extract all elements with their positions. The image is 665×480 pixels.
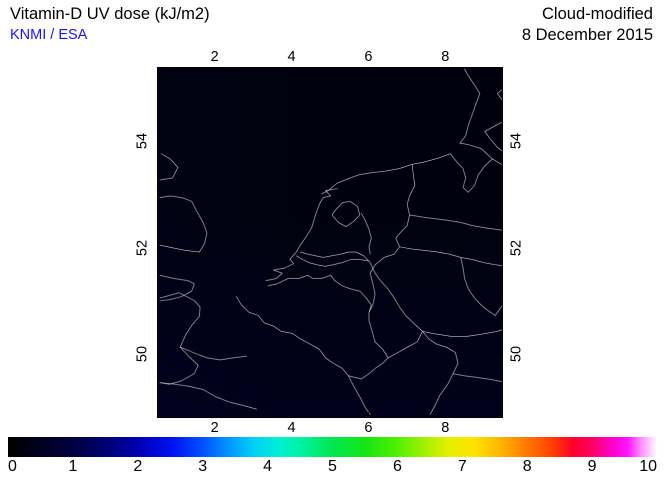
date-label: 8 December 2015 (521, 26, 653, 44)
lat-tick-left (157, 140, 163, 143)
colorbar-tick-labels: 0 1 2 3 4 5 6 7 8 9 10 (8, 458, 657, 478)
colorbar-tick-label: 6 (392, 458, 402, 475)
lon-tick-bottom (213, 412, 216, 418)
header-left-block: Vitamin-D UV dose (kJ/m2) KNMI / ESA (10, 4, 340, 45)
colorbar-tick-label: 9 (587, 458, 597, 475)
lon-tick-bottom (444, 412, 447, 418)
lat-label-right: 50 (508, 346, 525, 363)
lat-tick-left (157, 247, 163, 249)
lon-label-top: 6 (364, 49, 373, 65)
map-plot-area[interactable] (157, 67, 503, 418)
lat-label-left: 52 (134, 239, 151, 256)
colorbar-tick-label: 5 (328, 458, 337, 475)
lon-label-top: 8 (441, 49, 450, 65)
lon-tick-top (213, 67, 216, 73)
lat-label-left: 50 (134, 346, 151, 363)
lat-label-right: 52 (508, 239, 525, 256)
lat-tick-left (157, 353, 163, 355)
lon-label-top: 4 (287, 49, 296, 65)
condition-label: Cloud-modified (542, 5, 653, 23)
lon-tick-top (444, 67, 447, 73)
lon-label-bottom: 8 (441, 420, 450, 436)
colorbar-tick-label: 0 (8, 458, 17, 475)
colorbar-gradient (8, 437, 657, 457)
lon-label-bottom: 4 (287, 420, 296, 436)
colorbar-tick-label: 3 (198, 458, 208, 475)
lon-tick-top (290, 67, 293, 73)
lat-tick-right (497, 353, 503, 355)
colorbar-tick-label: 10 (639, 458, 657, 475)
lat-tick-right (497, 247, 503, 249)
colorbar-tick-label: 8 (522, 458, 532, 475)
colorbar-tick-label: 1 (68, 458, 78, 475)
lon-tick-bottom (367, 412, 370, 418)
lat-tick-right (497, 140, 503, 143)
lat-label-left: 54 (134, 133, 151, 150)
colorbar (8, 437, 657, 457)
lon-tick-bottom (290, 412, 293, 418)
lon-label-bottom: 6 (364, 420, 373, 436)
colorbar-tick-label: 4 (263, 458, 273, 475)
header-right-block: Cloud-modified 8 December 2015 (323, 4, 653, 46)
uv-dose-heatmap (158, 68, 502, 417)
map-figure: 2 4 6 8 2 4 6 8 54 52 50 54 52 50 (135, 50, 525, 436)
page-title: Vitamin-D UV dose (kJ/m2) (10, 5, 210, 23)
agency-label: KNMI / ESA (10, 27, 88, 43)
lon-label-bottom: 2 (210, 420, 219, 436)
colorbar-tick-label: 2 (133, 458, 143, 475)
lon-label-top: 2 (210, 49, 219, 65)
lat-label-right: 54 (508, 133, 525, 150)
colorbar-tick-label: 7 (457, 458, 467, 475)
lon-tick-top (367, 67, 370, 73)
